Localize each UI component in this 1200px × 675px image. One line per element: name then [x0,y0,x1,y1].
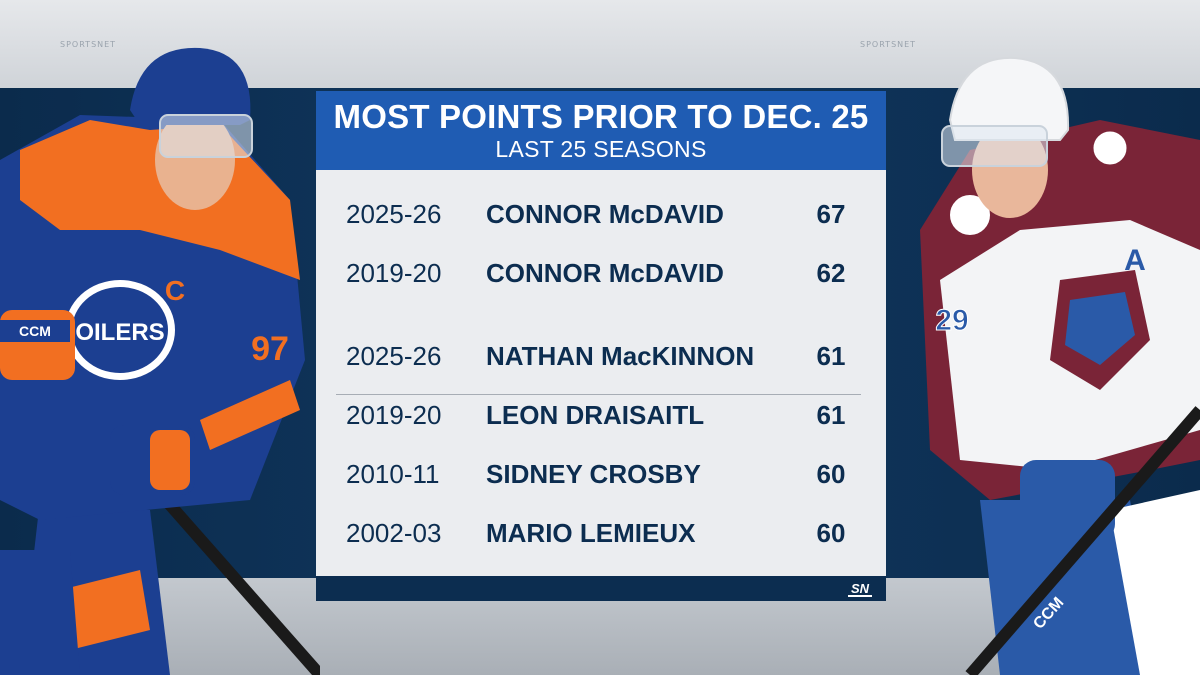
left-jersey-number: 97 [251,330,289,368]
player-cell: SIDNEY CROSBY [486,459,701,489]
panel-footer: SN [316,576,886,601]
right-jersey-number: 29 [935,304,968,337]
season-cell: 2010-11 [346,459,440,489]
table-row: 2025-26 NATHAN MacKINNON 61 [316,336,886,376]
table-row: 2002-03 MARIO LEMIEUX 60 [316,513,886,553]
season-cell: 2025-26 [346,199,442,229]
player-right-image: A 29 CCM [920,56,1200,675]
visor-right [941,125,1048,167]
table-row: 2019-20 CONNOR McDAVID 62 [316,253,886,293]
points-cell: 60 [816,518,846,548]
shoulder-patch [946,191,994,239]
panel-subtitle: LAST 25 SEASONS [495,136,707,162]
player-left-image: OILERS C 97 CCM [0,47,320,675]
glove-brand: CCM [19,323,51,339]
table-divider [336,394,861,395]
leaderboard-table: 2025-26 CONNOR McDAVID 67 2019-20 CONNOR… [316,170,886,576]
player-cell: CONNOR McDAVID [486,199,724,229]
right-player-glove [1020,460,1115,540]
helmet [130,47,251,125]
alternate-letter: A [1124,244,1146,277]
season-cell: 2002-03 [346,518,442,548]
panel-title: MOST POINTS PRIOR TO DEC. 25 [333,98,869,135]
points-cell: 62 [816,258,846,288]
sportsnet-logo: SN [846,581,874,597]
player-cell: NATHAN MacKINNON [486,341,755,371]
watermark-right: SPORTSNET [860,40,917,49]
table-row: 2025-26 CONNOR McDAVID 67 [316,194,886,234]
hockey-stick-right [965,406,1200,675]
points-cell: 67 [816,199,846,229]
points-cell: 60 [816,459,846,489]
helmet-right [948,56,1070,141]
oilers-wordmark: OILERS [75,319,164,346]
season-cell: 2019-20 [346,400,442,430]
panel-header: MOST POINTS PRIOR TO DEC. 25 LAST 25 SEA… [316,91,886,170]
table-row: 2019-20 LEON DRAISAITL 61 [316,395,886,435]
visor [159,114,253,158]
season-cell: 2025-26 [346,341,442,371]
watermark-left: SPORTSNET [60,40,117,49]
table-row: 2010-11 SIDNEY CROSBY 60 [316,454,886,494]
season-cell: 2019-20 [346,258,442,288]
player-cell: MARIO LEMIEUX [486,518,696,548]
captain-letter: C [165,275,185,306]
stats-panel: MOST POINTS PRIOR TO DEC. 25 LAST 25 SEA… [316,91,886,601]
points-cell: 61 [816,341,846,371]
player-cell: CONNOR McDAVID [486,258,724,288]
points-cell: 61 [816,400,846,430]
player-cell: LEON DRAISAITL [486,400,705,430]
